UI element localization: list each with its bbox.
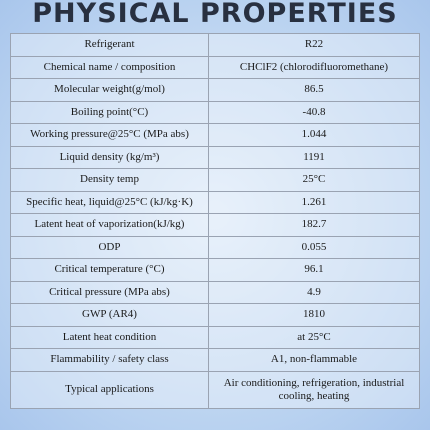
property-name: Specific heat, liquid@25°C (kJ/kg·K): [10, 190, 209, 214]
property-name: Typical applications: [10, 370, 209, 409]
page-title: PHYSICAL PROPERTIES: [32, 0, 398, 29]
table-row: Refrigerant R22: [10, 33, 420, 57]
property-value: 25°C: [208, 168, 420, 192]
property-name: Latent heat condition: [10, 325, 209, 349]
table-row: Typical applications Air conditioning, re…: [10, 370, 420, 409]
property-name: ODP: [10, 235, 209, 259]
property-name: Latent heat of vaporization(kJ/kg): [10, 213, 209, 237]
property-name: Density temp: [10, 168, 209, 192]
table-row: Chemical name / composition CHClF2 (chlor…: [10, 55, 420, 79]
table-row: ODP 0.055: [10, 235, 420, 259]
property-name: Chemical name / composition: [10, 55, 209, 79]
property-value: at 25°C: [208, 325, 420, 349]
property-name: Critical temperature (°C): [10, 258, 209, 282]
property-value: -40.8: [208, 100, 420, 124]
property-value: 182.7: [208, 213, 420, 237]
property-name: Boiling point(°C): [10, 100, 209, 124]
property-name: Refrigerant: [10, 33, 209, 57]
property-value: 0.055: [208, 235, 420, 259]
table-row: Latent heat condition at 25°C: [10, 325, 420, 349]
property-value: 96.1: [208, 258, 420, 282]
property-value: 1.044: [208, 123, 420, 147]
table-row: Molecular weight(g/mol) 86.5: [10, 78, 420, 102]
table-row: Density temp 25°C: [10, 168, 420, 192]
property-value: 1810: [208, 303, 420, 327]
table-row: Critical pressure (MPa abs) 4.9: [10, 280, 420, 304]
table-row: Specific heat, liquid@25°C (kJ/kg·K) 1.26…: [10, 190, 420, 214]
property-value: 86.5: [208, 78, 420, 102]
table-row: Critical temperature (°C) 96.1: [10, 258, 420, 282]
property-value: CHClF2 (chlorodifluoromethane): [208, 55, 420, 79]
table-row: Boiling point(°C) -40.8: [10, 100, 420, 124]
table-row: GWP (AR4) 1810: [10, 303, 420, 327]
property-value: 4.9: [208, 280, 420, 304]
property-value: 1191: [208, 145, 420, 169]
property-name: Critical pressure (MPa abs): [10, 280, 209, 304]
table-row: Latent heat of vaporization(kJ/kg) 182.7: [10, 213, 420, 237]
property-name: Working pressure@25°C (MPa abs): [10, 123, 209, 147]
property-value: 1.261: [208, 190, 420, 214]
property-name: Molecular weight(g/mol): [10, 78, 209, 102]
property-name: GWP (AR4): [10, 303, 209, 327]
property-name: Liquid density (kg/m³): [10, 145, 209, 169]
property-value: A1, non-flammable: [208, 348, 420, 372]
table-row: Liquid density (kg/m³) 1191: [10, 145, 420, 169]
property-value: R22: [208, 33, 420, 57]
property-value: Air conditioning, refrigeration, industr…: [208, 370, 420, 409]
table-row: Working pressure@25°C (MPa abs) 1.044: [10, 123, 420, 147]
table-row: Flammability / safety class A1, non-flamm…: [10, 348, 420, 372]
properties-table: Refrigerant R22 Chemical name / compositio…: [10, 33, 420, 409]
property-name: Flammability / safety class: [10, 348, 209, 372]
